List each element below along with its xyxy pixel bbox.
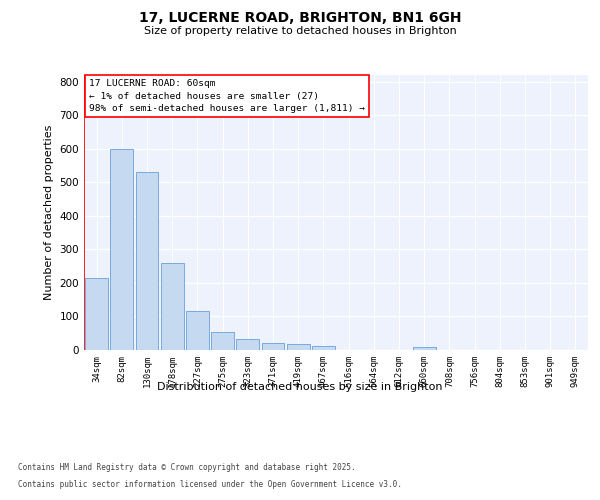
Bar — [110, 149, 133, 350]
Text: 17, LUCERNE ROAD, BRIGHTON, BN1 6GH: 17, LUCERNE ROAD, BRIGHTON, BN1 6GH — [139, 11, 461, 25]
Bar — [262, 344, 284, 350]
Text: Size of property relative to detached houses in Brighton: Size of property relative to detached ho… — [143, 26, 457, 36]
Bar — [236, 340, 259, 350]
Bar — [287, 344, 310, 350]
Y-axis label: Number of detached properties: Number of detached properties — [44, 125, 54, 300]
Text: 17 LUCERNE ROAD: 60sqm
← 1% of detached houses are smaller (27)
98% of semi-deta: 17 LUCERNE ROAD: 60sqm ← 1% of detached … — [89, 79, 365, 113]
Bar — [161, 264, 184, 350]
Text: Contains public sector information licensed under the Open Government Licence v3: Contains public sector information licen… — [18, 480, 402, 489]
Bar — [136, 172, 158, 350]
Bar — [186, 312, 209, 350]
Bar — [312, 346, 335, 350]
Bar — [85, 278, 108, 350]
Bar — [211, 332, 234, 350]
Text: Distribution of detached houses by size in Brighton: Distribution of detached houses by size … — [157, 382, 443, 392]
Text: Contains HM Land Registry data © Crown copyright and database right 2025.: Contains HM Land Registry data © Crown c… — [18, 464, 356, 472]
Bar — [413, 348, 436, 350]
